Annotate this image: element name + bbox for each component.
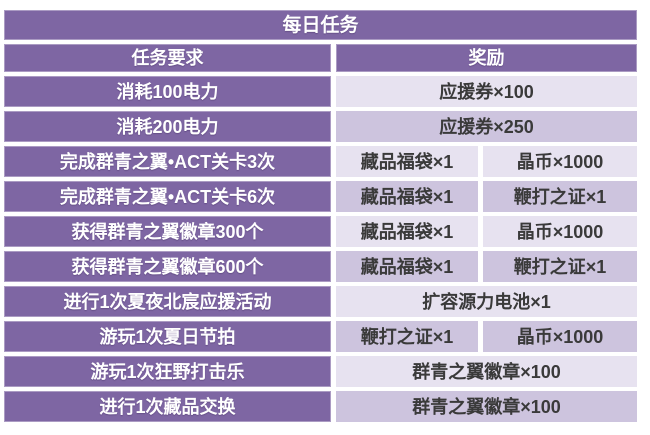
reward-cell: 晶币×1000 xyxy=(483,146,637,177)
task-cell: 消耗100电力 xyxy=(4,76,331,107)
task-cell: 消耗200电力 xyxy=(4,111,331,142)
task-cell: 完成群青之翼•ACT关卡6次 xyxy=(4,181,331,212)
reward-cell: 藏品福袋×1 xyxy=(336,251,478,282)
reward-cell: 鞭打之证×1 xyxy=(483,251,637,282)
reward-cell: 藏品福袋×1 xyxy=(336,181,478,212)
task-cell: 完成群青之翼•ACT关卡3次 xyxy=(4,146,331,177)
column-header-reward: 奖励 xyxy=(336,44,637,72)
reward-cell: 扩容源力电池×1 xyxy=(336,286,637,317)
reward-cell: 应援券×250 xyxy=(336,111,637,142)
reward-cell: 群青之翼徽章×100 xyxy=(336,356,637,387)
column-header-task: 任务要求 xyxy=(4,44,331,72)
task-cell: 进行1次藏品交换 xyxy=(4,391,331,422)
reward-cell: 晶币×1000 xyxy=(483,321,637,352)
task-cell: 获得群青之翼徽章300个 xyxy=(4,216,331,247)
reward-cell: 藏品福袋×1 xyxy=(336,146,478,177)
task-cell: 进行1次夏夜北宸应援活动 xyxy=(4,286,331,317)
table-title: 每日任务 xyxy=(4,10,637,40)
reward-cell: 藏品福袋×1 xyxy=(336,216,478,247)
reward-cell: 群青之翼徽章×100 xyxy=(336,391,637,422)
reward-cell: 应援券×100 xyxy=(336,76,637,107)
reward-cell: 鞭打之证×1 xyxy=(483,181,637,212)
task-cell: 游玩1次夏日节拍 xyxy=(4,321,331,352)
task-cell: 游玩1次狂野打击乐 xyxy=(4,356,331,387)
daily-task-table: 每日任务 任务要求 奖励 消耗100电力 应援券×100 消耗200电力 应援券… xyxy=(4,10,637,422)
reward-cell: 晶币×1000 xyxy=(483,216,637,247)
reward-cell: 鞭打之证×1 xyxy=(336,321,478,352)
task-cell: 获得群青之翼徽章600个 xyxy=(4,251,331,282)
